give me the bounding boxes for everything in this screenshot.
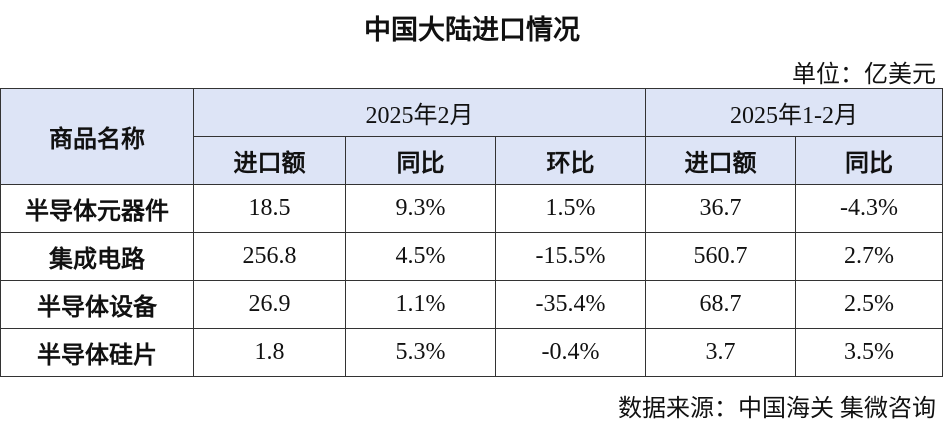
cell: 68.7	[645, 280, 797, 329]
cell: 3.7	[645, 328, 797, 377]
row-name: 半导体元器件	[0, 184, 194, 233]
cell: 1.5%	[494, 184, 647, 233]
cell: 26.9	[193, 280, 346, 329]
column-header: 环比	[494, 136, 647, 185]
cell: 4.5%	[345, 232, 496, 281]
group-header: 2025年1-2月	[645, 88, 944, 137]
source: 数据来源：中国海关 集微咨询	[618, 396, 936, 422]
group-header: 2025年2月	[192, 88, 647, 137]
cell: 18.5	[193, 184, 346, 233]
cell: 1.1%	[345, 280, 496, 329]
column-header: 进口额	[645, 136, 797, 185]
cell: 36.7	[645, 184, 797, 233]
cell: 5.3%	[345, 328, 496, 377]
cell: 9.3%	[345, 184, 496, 233]
column-header: 进口额	[193, 136, 346, 185]
cell: -15.5%	[494, 232, 647, 281]
column-header: 同比	[345, 136, 496, 185]
column-header: 同比	[795, 136, 944, 185]
cell: -35.4%	[494, 280, 647, 329]
table-row: 半导体设备 26.9 1.1% -35.4% 68.7 2.5%	[0, 280, 944, 329]
table-row: 半导体硅片 1.8 5.3% -0.4% 3.7 3.5%	[0, 328, 944, 377]
cell: 2.5%	[795, 280, 944, 329]
corner-header: 商品名称	[0, 88, 194, 185]
unit: 单位：亿美元	[792, 62, 936, 88]
cell: 1.8	[193, 328, 346, 377]
table-row: 集成电路 256.8 4.5% -15.5% 560.7 2.7%	[0, 232, 944, 281]
cell: 560.7	[645, 232, 797, 281]
import-table: 商品名称 2025年2月 2025年1-2月 进口额 同比 环比 进口额 同比 半导体元…	[0, 88, 944, 377]
row-name: 半导体硅片	[0, 328, 194, 377]
cell: -4.3%	[795, 184, 944, 233]
cell: 256.8	[193, 232, 346, 281]
table-head: 商品名称 2025年2月 2025年1-2月 进口额 同比 环比 进口额 同比	[0, 88, 944, 185]
row-name: 半导体设备	[0, 280, 194, 329]
table-body: 半导体元器件 18.5 9.3% 1.5% 36.7 -4.3% 集成电路 256.8 4.5%…	[0, 184, 944, 377]
cell: -0.4%	[494, 328, 647, 377]
cell: 2.7%	[795, 232, 944, 281]
row-name: 集成电路	[0, 232, 194, 281]
title: 中国大陆进口情况	[364, 15, 580, 45]
column-header-row: 进口额 同比 环比 进口额 同比	[1, 136, 944, 185]
table-row: 半导体元器件 18.5 9.3% 1.5% 36.7 -4.3%	[0, 184, 944, 233]
cell: 3.5%	[795, 328, 944, 377]
